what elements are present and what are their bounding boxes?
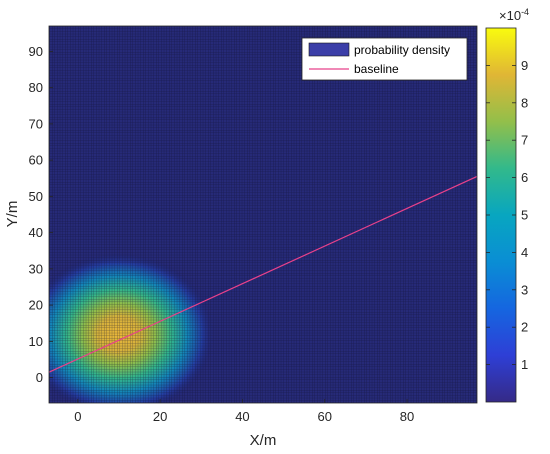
legend-swatch-probability-density: [308, 42, 350, 57]
y-tick-label: 40: [29, 225, 43, 240]
y-tick-label: 10: [29, 334, 43, 349]
colorbar-tick-label: 5: [521, 208, 528, 223]
colorbar-tick-label: 8: [521, 95, 528, 110]
y-tick-label: 70: [29, 116, 43, 131]
colorbar: 1 2 3 4 5 6 7 8 9 ×10-4: [485, 7, 529, 403]
y-tick-label: 50: [29, 189, 43, 204]
colorbar-exponent-label: ×10-4: [499, 7, 529, 23]
series-baseline-line: [49, 175, 477, 373]
legend: probability density baseline: [301, 37, 468, 81]
x-tick-label: 0: [74, 409, 81, 424]
heatmap-cell-grid: [49, 26, 477, 403]
x-tick-label: 40: [235, 409, 249, 424]
y-tick-label: 60: [29, 153, 43, 168]
y-tick-label: 20: [29, 298, 43, 313]
y-tick-label: 90: [29, 44, 43, 59]
colorbar-gradient: [485, 27, 517, 403]
colorbar-tick-label: 3: [521, 282, 528, 297]
legend-label-baseline: baseline: [354, 62, 399, 76]
colorbar-tick-label: 6: [521, 170, 528, 185]
y-tick-label: 0: [36, 370, 43, 385]
x-tick-label: 60: [317, 409, 331, 424]
plot-area: [49, 26, 477, 403]
y-axis-label: Y/m: [4, 201, 21, 228]
x-axis-ticks: 0 20 40 60 80: [74, 399, 414, 424]
y-axis-ticks: 0 10 20 30 40 50 60 70 80 90: [29, 44, 53, 385]
x-tick-label: 20: [153, 409, 167, 424]
x-axis-label: X/m: [250, 432, 277, 449]
colorbar-tick-label: 2: [521, 320, 528, 335]
colorbar-tick-label: 9: [521, 58, 528, 73]
colorbar-ticks: 1 2 3 4 5 6 7 8 9: [486, 58, 528, 372]
colorbar-tick-label: 7: [521, 133, 528, 148]
y-tick-label: 30: [29, 261, 43, 276]
legend-label-probability-density: probability density: [354, 43, 450, 57]
colorbar-tick-label: 4: [521, 245, 528, 260]
colorbar-tick-label: 1: [521, 357, 528, 372]
x-tick-label: 80: [400, 409, 414, 424]
y-tick-label: 80: [29, 80, 43, 95]
plot-frame: [48, 25, 478, 404]
